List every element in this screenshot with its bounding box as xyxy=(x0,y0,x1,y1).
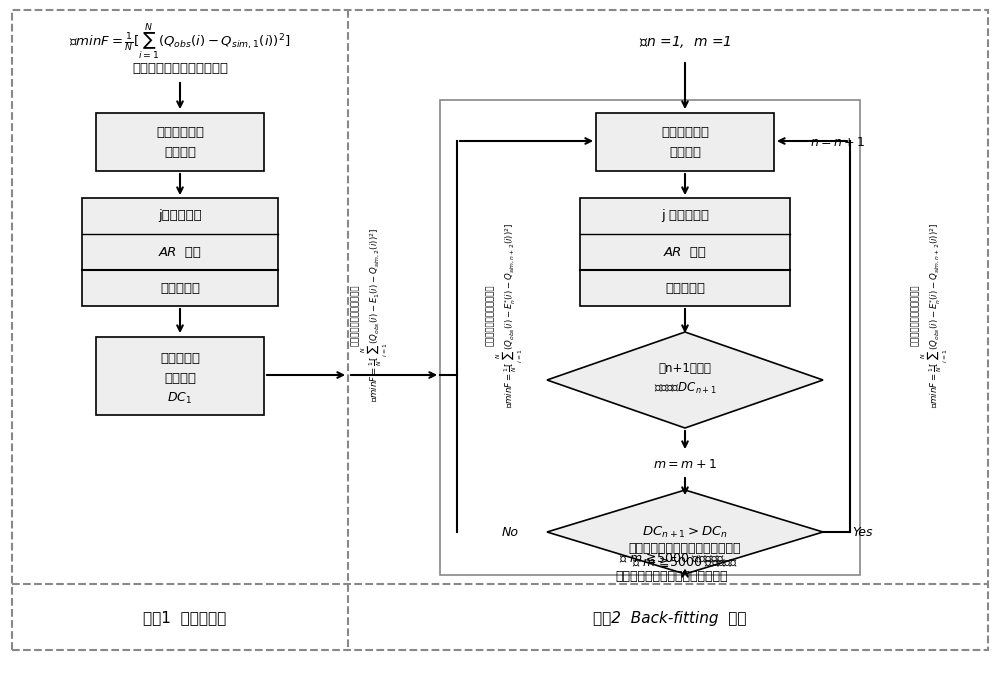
Text: $DC_1$: $DC_1$ xyxy=(167,391,193,406)
Polygon shape xyxy=(547,490,823,574)
Text: 以$minF=\frac{1}{N}[\sum_{i=1}^{N}(Q_{obs}(i)-E_n^{*}(i)-Q_{sim,n+2}(i))^2]$: 以$minF=\frac{1}{N}[\sum_{i=1}^{N}(Q_{obs… xyxy=(495,222,525,408)
Bar xyxy=(96,113,264,171)
Text: 步骤2  Back-fitting  阶段: 步骤2 Back-fitting 阶段 xyxy=(593,610,747,625)
Text: No: No xyxy=(502,526,518,539)
Text: AR  模型: AR 模型 xyxy=(664,246,706,258)
Polygon shape xyxy=(547,332,823,428)
Text: 差分逆运算: 差分逆运算 xyxy=(665,282,705,295)
Text: 第一次校正: 第一次校正 xyxy=(160,351,200,364)
Text: 步骤1  初始化阶段: 步骤1 初始化阶段 xyxy=(143,610,227,625)
Bar xyxy=(596,113,774,171)
Text: 差分逆运算: 差分逆运算 xyxy=(160,282,200,295)
Bar xyxy=(96,337,264,415)
Text: 以$minF = \frac{1}{N}[\sum_{i=1}^{N}(Q_{obs}(i) - Q_{sim,1}(i))^2]$: 以$minF = \frac{1}{N}[\sum_{i=1}^{N}(Q_{o… xyxy=(69,22,291,62)
Text: 保留此时三水源新安江模型的参数: 保留此时三水源新安江模型的参数 xyxy=(616,569,728,582)
Text: $m=m+1$: $m=m+1$ xyxy=(653,458,717,471)
Text: 流域水文模型: 流域水文模型 xyxy=(156,125,204,138)
Text: AR  模型: AR 模型 xyxy=(159,246,201,258)
Text: j 阶差分处理: j 阶差分处理 xyxy=(661,209,709,222)
Text: 第n+1次校正: 第n+1次校正 xyxy=(659,361,711,374)
Text: 以$minF=\frac{1}{N}[\sum_{i=1}^{N}(Q_{obs}(i)-E_1(i)-Q_{sim,2}(i))^2]$: 以$minF=\frac{1}{N}[\sum_{i=1}^{N}(Q_{obs… xyxy=(360,228,390,402)
Text: 优化算法: 优化算法 xyxy=(669,145,701,158)
Text: 流域水文模型: 流域水文模型 xyxy=(661,125,709,138)
Bar xyxy=(440,100,860,575)
Text: 为优化算法优化的目标函数: 为优化算法优化的目标函数 xyxy=(132,61,228,74)
Text: $n=n+1$: $n=n+1$ xyxy=(810,136,866,149)
Text: 当 $m$ ≧5000 结束循环，: 当 $m$ ≧5000 结束循环， xyxy=(632,555,738,569)
Text: $DC_{n+1} > DC_n$: $DC_{n+1} > DC_n$ xyxy=(642,524,728,539)
Text: 保留此时三水源新安江模型的参数: 保留此时三水源新安江模型的参数 xyxy=(629,542,741,554)
Text: j阶差分处理: j阶差分处理 xyxy=(158,209,202,222)
Text: 当 $m$ ≧5000 结束循环，: 当 $m$ ≧5000 结束循环， xyxy=(619,552,725,565)
Text: 优化算法: 优化算法 xyxy=(164,145,196,158)
Text: 为优化算法优化的目标函数: 为优化算法优化的目标函数 xyxy=(910,284,920,346)
Text: 以$minF=\frac{1}{N}[\sum_{i=1}^{N}(Q_{obs}(i)-E_n^{*}(i)-Q_{sim,n+2}(i))^2]$: 以$minF=\frac{1}{N}[\sum_{i=1}^{N}(Q_{obs… xyxy=(920,222,950,408)
Text: 计算精度: 计算精度 xyxy=(164,372,196,385)
Text: 计算精度$DC_{n+1}$: 计算精度$DC_{n+1}$ xyxy=(654,381,716,396)
Bar xyxy=(580,198,790,306)
Text: 为优化算法优化的目标函数: 为优化算法优化的目标函数 xyxy=(486,284,494,346)
Text: 令$n$ =1,  $m$ =1: 令$n$ =1, $m$ =1 xyxy=(639,34,731,50)
Text: Yes: Yes xyxy=(852,526,872,539)
Bar xyxy=(82,198,278,306)
Text: 为优化算法优化的目标函数: 为优化算法优化的目标函数 xyxy=(351,284,360,346)
